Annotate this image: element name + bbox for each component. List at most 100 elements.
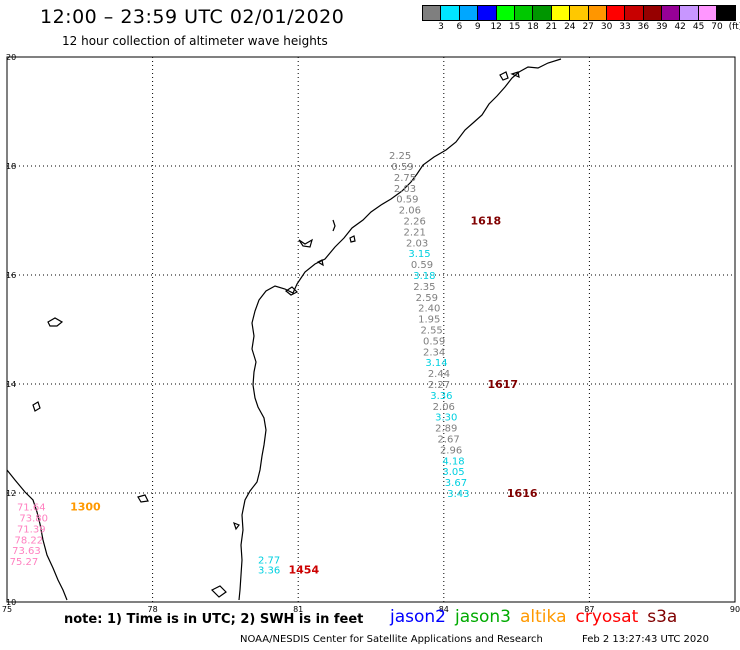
wave-height-value: 2.25 xyxy=(389,151,411,162)
wave-height-value: 3.43 xyxy=(447,489,469,500)
color-swatch xyxy=(441,6,460,20)
pass-time-label: 1300 xyxy=(70,501,101,514)
pass-time-label: 1616 xyxy=(507,487,538,500)
small-islet-3 xyxy=(316,259,324,267)
satellite-legend-item: s3a xyxy=(647,607,678,627)
wave-height-value: 3.36 xyxy=(430,391,452,402)
color-scale-label: 21 xyxy=(545,22,558,32)
wave-height-value: 3.15 xyxy=(408,249,430,260)
map-frame xyxy=(6,56,736,603)
wave-height-value: 3.18 xyxy=(413,271,435,282)
wave-height-value: 3.36 xyxy=(258,565,280,576)
color-swatch xyxy=(459,6,479,20)
pass-time-label: 1617 xyxy=(487,378,518,391)
wave-height-value: 2.55 xyxy=(421,326,443,337)
wave-height-value: 1.95 xyxy=(418,315,440,326)
color-swatch xyxy=(606,6,626,20)
northern-islets xyxy=(499,71,520,81)
x-tick-label: 75 xyxy=(2,605,12,614)
wave-height-value: 2.77 xyxy=(258,555,280,566)
wave-height-value: 0.59 xyxy=(391,162,413,173)
wave-height-value: 78.22 xyxy=(15,535,44,546)
wave-height-value: 2.89 xyxy=(435,424,457,435)
color-scale-label: 36 xyxy=(637,22,650,32)
color-swatch xyxy=(478,6,497,20)
footer-note: note: 1) Time is in UTC; 2) SWH is in fe… xyxy=(64,612,364,627)
wave-height-value: 2.26 xyxy=(404,217,426,228)
wave-height-value: 2.27 xyxy=(428,380,450,391)
wave-height-value: 3.05 xyxy=(442,467,464,478)
small-islet-4 xyxy=(47,317,64,327)
krishna-delta-islet xyxy=(284,286,299,296)
color-scale-label: 24 xyxy=(564,22,576,32)
color-scale-label: 70 xyxy=(711,22,723,32)
axis-ticks: 75 78 81 84 87 90 20 18 16 14 12 10 xyxy=(2,53,740,614)
wave-height-value: 0.59 xyxy=(423,336,445,347)
wave-height-value: 2.06 xyxy=(399,206,421,217)
wave-height-value: 2.35 xyxy=(413,282,435,293)
pass-time-label: 1618 xyxy=(470,215,501,228)
color-swatch xyxy=(625,6,644,20)
pass-time-label: 1454 xyxy=(288,563,319,576)
coastline xyxy=(6,58,562,601)
color-swatch xyxy=(496,6,515,20)
y-tick-label: 12 xyxy=(6,489,16,498)
satellite-legend-item: altika xyxy=(520,607,567,627)
color-scale-label: 42 xyxy=(674,22,686,32)
color-scale-label: 3 xyxy=(438,22,444,32)
wave-height-value: 2.40 xyxy=(418,304,440,315)
wave-height-value: 0.59 xyxy=(396,195,418,206)
x-tick-label: 87 xyxy=(584,605,594,614)
wave-height-value: 2.03 xyxy=(394,184,416,195)
color-scale-label: 27 xyxy=(582,22,594,32)
color-scale-label: 18 xyxy=(527,22,539,32)
color-swatch xyxy=(570,6,589,20)
satellite-legend: jason2 jason3 altika cryosat s3a xyxy=(390,607,686,627)
wave-height-value: 71.39 xyxy=(17,524,46,535)
wave-height-value: 71.64 xyxy=(17,503,46,514)
credit-text: NOAA/NESDIS Center for Satellite Applica… xyxy=(240,634,543,645)
wave-height-value: 75.27 xyxy=(10,557,39,568)
pass-time-labels: 1618 1617 1616 1454 1300 xyxy=(70,215,538,577)
color-swatch xyxy=(680,6,699,20)
wave-height-value: 3.67 xyxy=(445,478,467,489)
wave-height-value: 3.30 xyxy=(435,413,457,424)
color-swatch xyxy=(551,6,571,20)
page-subtitle: 12 hour collection of altimeter wave hei… xyxy=(62,34,328,48)
x-tick-label: 84 xyxy=(439,605,449,614)
color-swatch xyxy=(662,6,681,20)
india-west-coast xyxy=(6,469,68,601)
y-tick-label: 16 xyxy=(6,271,16,280)
small-islet-7 xyxy=(233,521,240,531)
india-east-coast xyxy=(238,58,562,601)
wave-height-value: 2.03 xyxy=(406,238,428,249)
color-scale-label: 30 xyxy=(600,22,613,32)
color-scale-bar xyxy=(422,5,736,21)
generated-timestamp: Feb 2 13:27:43 UTC 2020 xyxy=(582,634,709,645)
wave-height-value: 2.34 xyxy=(423,347,445,358)
godavari-delta-islet xyxy=(298,238,313,248)
wave-height-value: 2.96 xyxy=(440,445,462,456)
wave-height-value: 73.63 xyxy=(12,546,41,557)
color-swatch xyxy=(514,6,534,20)
y-tick-label: 18 xyxy=(6,162,16,171)
satellite-legend-item: jason3 xyxy=(455,607,511,627)
color-swatch xyxy=(643,6,663,20)
x-tick-label: 81 xyxy=(293,605,303,614)
color-swatch xyxy=(533,6,552,20)
color-scale-label: 33 xyxy=(619,22,631,32)
color-swatch xyxy=(588,6,607,20)
small-islet-6 xyxy=(137,494,149,503)
color-scale-label: 12 xyxy=(490,22,502,32)
color-scale-label: 39 xyxy=(656,22,668,32)
wave-height-value: 2.21 xyxy=(404,227,426,238)
small-islet-1 xyxy=(332,219,336,232)
wave-height-value: 0.59 xyxy=(411,260,433,271)
small-islet-5 xyxy=(32,401,41,412)
y-tick-label: 10 xyxy=(6,598,16,607)
satellite-legend-item: jason2 xyxy=(390,607,446,627)
wave-height-value: 2.67 xyxy=(438,435,460,446)
wave-height-value: 2.59 xyxy=(416,293,438,304)
color-scale-label: 6 xyxy=(456,22,463,32)
page-title: 12:00 – 23:59 UTC 02/01/2020 xyxy=(40,6,345,28)
